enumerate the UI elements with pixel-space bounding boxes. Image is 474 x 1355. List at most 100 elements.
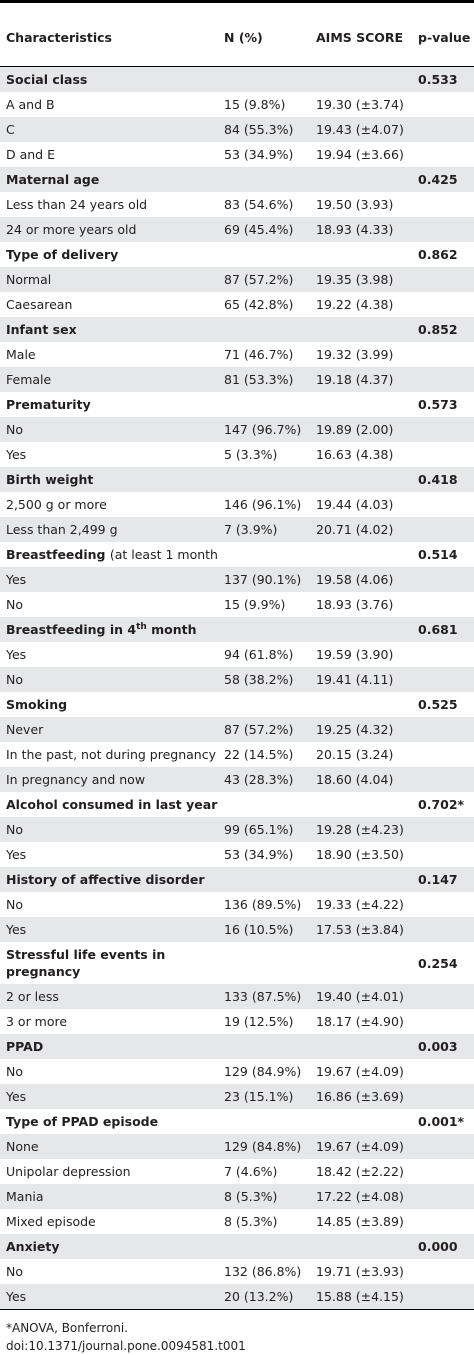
label: No	[6, 671, 23, 687]
label: No	[6, 1263, 23, 1279]
label: Yes	[6, 1088, 27, 1104]
score-cell	[310, 467, 412, 492]
score-cell: 19.44 (4.03)	[310, 492, 412, 517]
score-value: 19.30 (±3.74)	[316, 96, 404, 112]
p-cell	[412, 892, 474, 917]
n-value: 136 (89.5%)	[224, 896, 302, 912]
data-row: Yes 23 (15.1%) 16.86 (±3.69)	[0, 1084, 474, 1109]
score-value: 19.35 (3.98)	[316, 271, 394, 287]
column-header: Characteristics	[0, 1, 218, 67]
header-row: Characteristics N (%) AIMS SCORE p-value	[0, 1, 474, 67]
label-cell: Type of PPAD episode	[0, 1109, 218, 1134]
n-value: 15 (9.9%)	[224, 596, 286, 612]
score-cell: 19.67 (±4.09)	[310, 1059, 412, 1084]
score-cell: 19.33 (±4.22)	[310, 892, 412, 917]
n-cell: 129 (84.9%)	[218, 1059, 310, 1084]
group-row: History of affective disorder 0.147	[0, 867, 474, 892]
n-cell	[218, 1109, 310, 1134]
p-cell: 0.001*	[412, 1109, 474, 1134]
label-cell: Prematurity	[0, 392, 218, 417]
label: No	[6, 421, 23, 437]
label: Yes	[6, 646, 27, 662]
label: PPAD	[6, 1038, 44, 1054]
score-value: 16.63 (4.38)	[316, 446, 394, 462]
n-cell: 99 (65.1%)	[218, 817, 310, 842]
data-row: Caesarean 65 (42.8%) 19.22 (4.38)	[0, 292, 474, 317]
n-cell: 7 (3.9%)	[218, 517, 310, 542]
data-row: Male 71 (46.7%) 19.32 (3.99)	[0, 342, 474, 367]
p-value: 0.862	[418, 246, 458, 262]
score-value: 19.41 (4.11)	[316, 671, 394, 687]
n-cell: 136 (89.5%)	[218, 892, 310, 917]
n-value: 129 (84.9%)	[224, 1063, 302, 1079]
label-cell: No	[0, 892, 218, 917]
label-cell: Smoking	[0, 692, 218, 717]
label: Caesarean	[6, 296, 73, 312]
data-row: 2 or less 133 (87.5%) 19.40 (±4.01)	[0, 984, 474, 1009]
score-cell	[310, 392, 412, 417]
n-cell: 132 (86.8%)	[218, 1259, 310, 1284]
group-row: Breastfeeding (at least 1 month) 0.514	[0, 542, 474, 567]
score-cell: 20.15 (3.24)	[310, 742, 412, 767]
score-cell	[310, 167, 412, 192]
n-value: 99 (65.1%)	[224, 821, 294, 837]
score-cell	[310, 542, 412, 567]
p-value: 0.514	[418, 546, 458, 562]
data-row: No 147 (96.7%) 19.89 (2.00)	[0, 417, 474, 442]
p-cell: 0.852	[412, 317, 474, 342]
n-cell: 53 (34.9%)	[218, 842, 310, 867]
label-cell: Alcohol consumed in last year	[0, 792, 218, 817]
p-cell: 0.003	[412, 1034, 474, 1059]
p-cell: 0.533	[412, 67, 474, 93]
score-value: 19.25 (4.32)	[316, 721, 394, 737]
score-cell: 19.30 (±3.74)	[310, 92, 412, 117]
group-row: Prematurity 0.573	[0, 392, 474, 417]
p-cell	[412, 292, 474, 317]
p-cell	[412, 742, 474, 767]
n-cell: 5 (3.3%)	[218, 442, 310, 467]
data-row: Less than 2,499 g 7 (3.9%) 20.71 (4.02)	[0, 517, 474, 542]
n-value: 53 (34.9%)	[224, 846, 294, 862]
n-cell: 20 (13.2%)	[218, 1284, 310, 1310]
score-value: 19.18 (4.37)	[316, 371, 394, 387]
group-row: Breastfeeding in 4th month 0.681	[0, 617, 474, 642]
n-cell	[218, 67, 310, 93]
score-cell: 19.25 (4.32)	[310, 717, 412, 742]
n-value: 83 (54.6%)	[224, 196, 294, 212]
label: Unipolar depression	[6, 1163, 131, 1179]
p-cell	[412, 642, 474, 667]
data-row: No 15 (9.9%) 18.93 (3.76)	[0, 592, 474, 617]
score-cell: 19.32 (3.99)	[310, 342, 412, 367]
n-value: 65 (42.8%)	[224, 296, 294, 312]
p-cell	[412, 367, 474, 392]
p-cell	[412, 592, 474, 617]
n-cell: 133 (87.5%)	[218, 984, 310, 1009]
label-cell: Caesarean	[0, 292, 218, 317]
p-cell	[412, 917, 474, 942]
p-cell	[412, 267, 474, 292]
data-row: Female 81 (53.3%) 19.18 (4.37)	[0, 367, 474, 392]
n-cell: 81 (53.3%)	[218, 367, 310, 392]
label: None	[6, 1138, 39, 1154]
score-value: 19.67 (±4.09)	[316, 1063, 404, 1079]
label-cell: 24 or more years old	[0, 217, 218, 242]
score-cell: 16.86 (±3.69)	[310, 1084, 412, 1109]
label-cell: Less than 24 years old	[0, 192, 218, 217]
n-cell	[218, 1034, 310, 1059]
n-value: 81 (53.3%)	[224, 371, 294, 387]
label: A and B	[6, 96, 55, 112]
score-value: 18.93 (3.76)	[316, 596, 394, 612]
label: Normal	[6, 271, 52, 287]
p-cell: 0.000	[412, 1234, 474, 1259]
label-cell: Mixed episode	[0, 1209, 218, 1234]
p-value: 0.425	[418, 171, 458, 187]
score-value: 19.58 (4.06)	[316, 571, 394, 587]
label: Infant sex	[6, 321, 77, 337]
p-cell	[412, 192, 474, 217]
score-value: 20.15 (3.24)	[316, 746, 394, 762]
n-cell	[218, 867, 310, 892]
label-cell: In pregnancy and now	[0, 767, 218, 792]
group-row: Alcohol consumed in last year 0.702*	[0, 792, 474, 817]
n-cell	[218, 792, 310, 817]
